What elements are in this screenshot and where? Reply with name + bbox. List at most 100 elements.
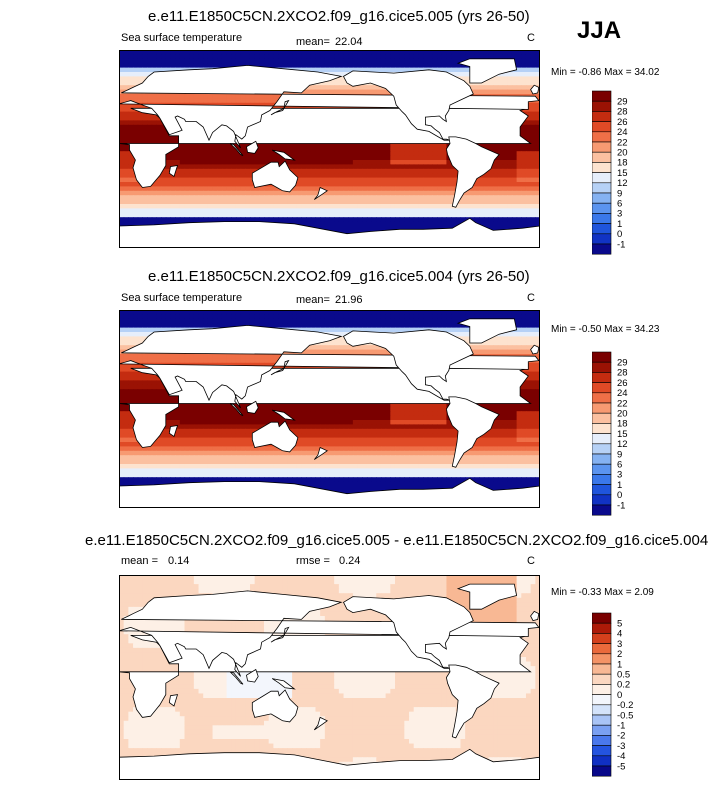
field-cell [380, 186, 387, 192]
field-cell [493, 164, 499, 170]
field-cell [357, 314, 363, 320]
field-cell [409, 226, 415, 231]
field-cell [516, 323, 522, 329]
field-cell [493, 173, 499, 179]
field-cell [343, 204, 349, 209]
field-cell [203, 58, 209, 64]
field-cell [175, 177, 181, 183]
field-cell [203, 190, 209, 196]
field-cell [310, 212, 317, 218]
field-cell [446, 208, 452, 214]
field-cell [301, 67, 307, 73]
field-cell [376, 226, 382, 231]
field-cell [226, 199, 232, 205]
field-cell [441, 164, 448, 170]
field-cell [525, 318, 532, 324]
field-cell [315, 85, 321, 91]
field-cell [123, 58, 129, 64]
field-cell [338, 199, 345, 205]
field-cell [329, 67, 335, 73]
field-cell [235, 195, 242, 201]
field-cell [362, 221, 368, 227]
field-cell [254, 164, 260, 170]
field-cell [142, 67, 148, 73]
field-cell [245, 212, 251, 218]
field-cell [427, 186, 434, 192]
field-cell [310, 190, 317, 196]
field-cell [245, 199, 251, 205]
field-cell [535, 58, 540, 64]
field-cell [282, 58, 288, 64]
field-cell [259, 151, 265, 157]
field-cell [399, 208, 405, 214]
field-cell [264, 323, 270, 329]
field-cell [245, 98, 251, 104]
field-cell [479, 182, 485, 187]
field-cell [198, 164, 204, 170]
field-cell [530, 318, 536, 324]
field-cell [483, 177, 490, 183]
field-cell [320, 314, 326, 320]
field-cell [427, 58, 434, 64]
field-cell [193, 195, 200, 201]
field-cell [413, 221, 419, 227]
field-cell [413, 195, 419, 201]
field-cell [511, 199, 518, 205]
field-cell [128, 58, 134, 64]
field-cell [446, 182, 452, 187]
field-cell [175, 182, 181, 187]
field-cell [516, 208, 522, 214]
field-cell [235, 310, 242, 315]
field-cell [348, 177, 354, 183]
field-cell [226, 204, 232, 209]
field-cell [212, 155, 218, 161]
field-cell [240, 177, 246, 183]
field-cell [530, 63, 536, 69]
field-cell [264, 208, 270, 214]
field-cell [264, 58, 270, 64]
field-cell [310, 323, 317, 329]
field-cell [348, 50, 354, 55]
field-cell [343, 310, 349, 315]
field-cell [455, 327, 462, 333]
field-cell [278, 212, 284, 218]
field-cell [507, 164, 513, 170]
field-cell [156, 138, 162, 143]
field-cell [469, 345, 476, 351]
field-cell [306, 323, 312, 329]
field-cell [189, 54, 195, 60]
field-cell [235, 98, 242, 104]
field-cell [254, 94, 260, 99]
field-cell [207, 314, 214, 320]
field-cell [292, 50, 298, 55]
field-cell [193, 94, 200, 99]
field-cell [385, 177, 391, 183]
field-cell [217, 323, 223, 329]
field-cell [287, 164, 293, 170]
field-cell [306, 173, 312, 179]
field-cell [343, 226, 349, 231]
field-cell [231, 199, 237, 205]
field-cell [502, 226, 508, 231]
field-cell [423, 226, 429, 231]
field-cell [156, 63, 162, 69]
field-cell [530, 72, 536, 77]
field-cell [511, 195, 518, 201]
field-cell [535, 124, 540, 130]
field-cell [329, 323, 335, 329]
field-cell [203, 318, 209, 324]
field-cell [404, 151, 410, 157]
field-cell [133, 94, 139, 99]
field-cell [161, 204, 167, 209]
field-cell [385, 89, 391, 95]
field-cell [240, 182, 246, 187]
field-cell [371, 323, 377, 329]
field-cell [296, 168, 303, 174]
field-cell [296, 164, 303, 170]
field-cell [348, 230, 354, 236]
field-cell [423, 323, 429, 329]
field-cell [147, 67, 153, 73]
field-cell [427, 204, 434, 209]
field-cell [217, 58, 223, 64]
field-cell [198, 323, 204, 329]
